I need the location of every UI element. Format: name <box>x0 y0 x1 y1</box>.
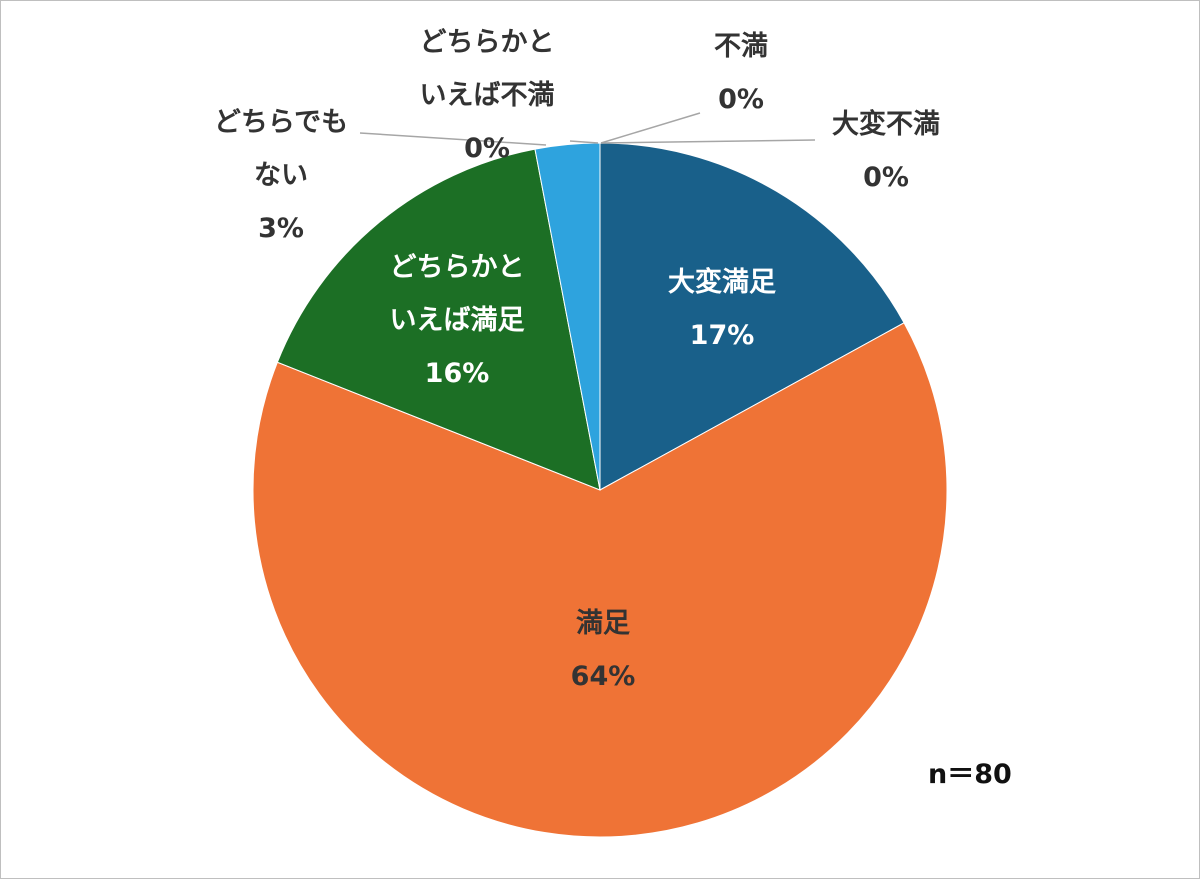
value-label: 64% <box>570 661 636 692</box>
data-label: 満足 64% <box>523 597 683 703</box>
value-label: 3% <box>258 213 304 244</box>
category-name: 満足 <box>576 608 630 639</box>
pie-slice <box>599 142 905 491</box>
data-label: どちらでもない 3% <box>201 96 361 255</box>
annotation: n＝80 <box>928 759 1012 790</box>
leader-line <box>600 112 701 144</box>
category-name: どちらかといえば不満 <box>419 27 555 111</box>
pie-slice <box>276 148 601 491</box>
leader-line <box>600 139 816 144</box>
category-name: 大変満足 <box>668 267 776 298</box>
value-label: 0% <box>464 133 510 164</box>
pie-slice <box>252 322 948 838</box>
value-label: 17% <box>689 320 755 351</box>
data-label: どちらかといえば満足 16% <box>377 241 537 400</box>
category-name: どちらでもない <box>213 107 349 191</box>
value-label: 16% <box>424 358 490 389</box>
value-label: 0% <box>718 84 764 115</box>
leader-line <box>569 140 599 144</box>
data-label: 不満 0% <box>661 20 821 126</box>
data-label: 大変不満 0% <box>806 98 966 204</box>
category-name: 大変不満 <box>832 109 940 140</box>
category-name: どちらかといえば満足 <box>389 252 525 336</box>
value-label: 0% <box>863 162 909 193</box>
data-label: 大変満足 17% <box>642 256 802 362</box>
category-name: 不満 <box>714 31 768 62</box>
data-label: どちらかといえば不満 0% <box>407 16 567 175</box>
leader-line <box>359 132 547 146</box>
